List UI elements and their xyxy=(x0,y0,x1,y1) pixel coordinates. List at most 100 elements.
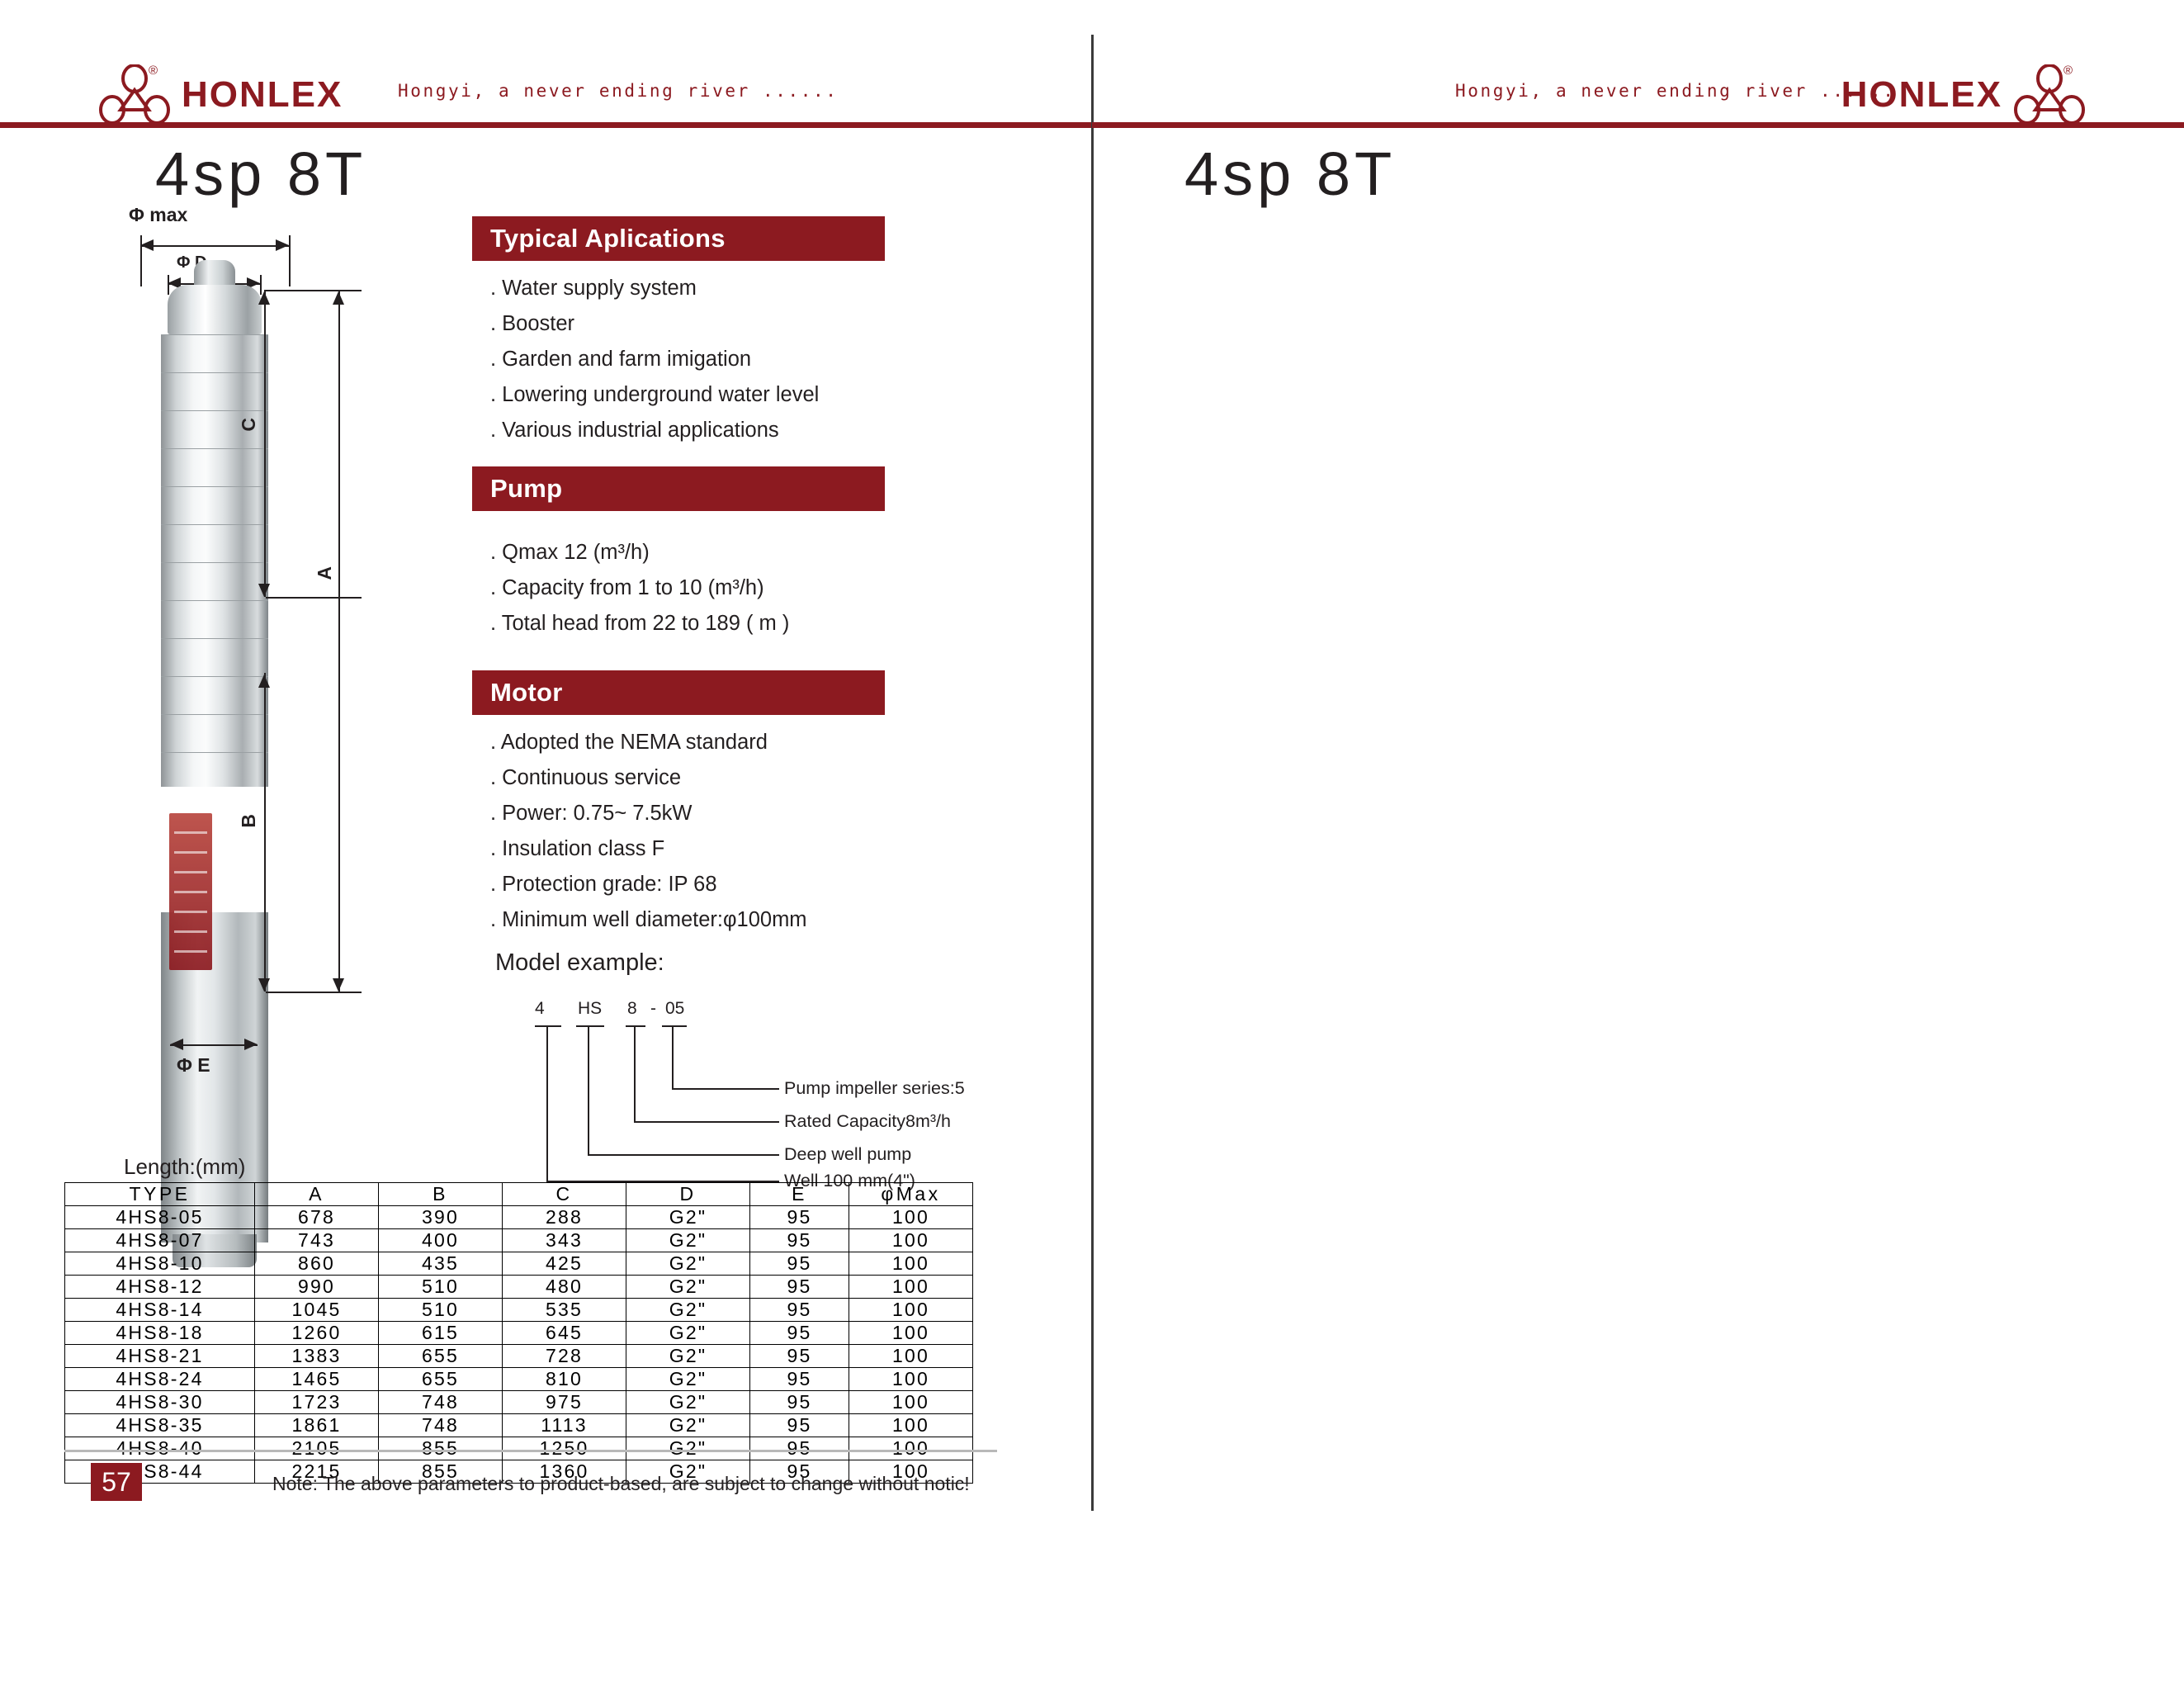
table-cell: 4HS8-12 xyxy=(64,1275,255,1299)
table-cell: 1360 xyxy=(502,1460,626,1484)
table-cell: 1260 xyxy=(254,1321,379,1345)
list-item: . Lowering underground water level xyxy=(490,383,820,406)
table-cell: 95 xyxy=(749,1460,849,1484)
pump-body-image xyxy=(161,260,268,1267)
table-cell: G2" xyxy=(626,1437,750,1460)
table-cell: 435 xyxy=(378,1252,503,1276)
list-item: . Minimum well diameter:φ100mm xyxy=(490,908,807,931)
table-cell: 860 xyxy=(254,1252,379,1276)
table-cell: G2" xyxy=(626,1413,750,1437)
c-top-ext xyxy=(266,290,362,291)
arrow-down-icon xyxy=(258,584,270,597)
arrow-left-icon xyxy=(140,239,154,251)
arrow-up-icon xyxy=(258,674,270,688)
table-cell: G2" xyxy=(626,1460,750,1484)
dim-phi-max-label: Φ max xyxy=(129,204,188,225)
table-cell: 748 xyxy=(378,1413,503,1437)
table-cell: 4HS8-40 xyxy=(64,1437,255,1460)
table-row: 4HS8-18 1260 615 645 G2" 95 100 xyxy=(64,1321,973,1345)
length-col-type: TYPE xyxy=(64,1182,255,1206)
c-dim-line xyxy=(264,290,266,597)
table-cell: 95 xyxy=(749,1344,849,1368)
brand-name: HONLEX xyxy=(1841,74,2002,115)
honlex-logo-icon: ® xyxy=(2014,64,2085,125)
header-rule-right xyxy=(1092,122,2184,128)
list-item: . Garden and farm imigation xyxy=(490,348,752,371)
tagline-left: Hongyi, a never ending river ...... xyxy=(398,81,839,101)
table-cell: 4HS8-24 xyxy=(64,1367,255,1391)
arrow-right-icon xyxy=(244,1039,258,1050)
b-bot-ext xyxy=(266,992,362,993)
footer-rule-left xyxy=(64,1450,997,1452)
table-cell: 95 xyxy=(749,1367,849,1391)
table-cell: 510 xyxy=(378,1275,503,1299)
table-cell: 480 xyxy=(502,1275,626,1299)
length-col-a: A xyxy=(254,1182,379,1206)
table-cell: 510 xyxy=(378,1298,503,1322)
table-row: 4HS8-07 743 400 343 G2" 95 100 xyxy=(64,1228,973,1252)
table-cell: 655 xyxy=(378,1367,503,1391)
table-cell: G2" xyxy=(626,1252,750,1276)
model-legend-capacity: Rated Capacity8m³/h xyxy=(784,1111,951,1131)
table-cell: 1465 xyxy=(254,1367,379,1391)
pump-cap xyxy=(168,285,262,334)
motor-list: . Adopted the NEMA standard . Continuous… xyxy=(490,725,807,938)
table-cell: 990 xyxy=(254,1275,379,1299)
table-cell: 1861 xyxy=(254,1413,379,1437)
length-col-d: D xyxy=(626,1182,750,1206)
table-cell: G2" xyxy=(626,1228,750,1252)
tagline-right: Hongyi, a never ending river ...... xyxy=(1455,81,1896,101)
arrow-right-icon xyxy=(276,239,289,251)
table-cell: 100 xyxy=(849,1228,973,1252)
list-item: . Continuous service xyxy=(490,766,682,789)
table-cell: 100 xyxy=(849,1298,973,1322)
table-cell: 95 xyxy=(749,1413,849,1437)
table-cell: 95 xyxy=(749,1252,849,1276)
length-col-e: E xyxy=(749,1182,849,1206)
list-item: . Protection grade: IP 68 xyxy=(490,873,717,896)
pump-drawing: Φ max Φ D xyxy=(91,204,437,1267)
table-row: 4HS8-10 860 435 425 G2" 95 100 xyxy=(64,1252,973,1276)
left-header: ® HONLEX Hongyi, a never ending river ..… xyxy=(0,0,1092,128)
table-cell: 655 xyxy=(378,1344,503,1368)
table-cell: 4HS8-30 xyxy=(64,1390,255,1414)
a-dim-line xyxy=(338,290,340,992)
table-cell: 810 xyxy=(502,1367,626,1391)
table-cell: 535 xyxy=(502,1298,626,1322)
arrow-up-icon xyxy=(258,291,270,305)
svg-text:®: ® xyxy=(2063,64,2073,78)
arrow-left-icon xyxy=(168,277,181,289)
table-row: 4HS8-05 678 390 288 G2" 95 100 xyxy=(64,1205,973,1229)
table-cell: 678 xyxy=(254,1205,379,1229)
model-example-diagram: 4 HS 8 - 05 Pump impeller series:5 Rated… xyxy=(495,982,1057,1190)
table-row: 4HS8-21 1383 655 728 G2" 95 100 xyxy=(64,1344,973,1368)
length-col-max: φMax xyxy=(849,1182,973,1206)
table-cell: 425 xyxy=(502,1252,626,1276)
table-cell: 855 xyxy=(378,1460,503,1484)
table-cell: 100 xyxy=(849,1252,973,1276)
c-bot-ext xyxy=(266,597,362,599)
model-code-dash: - xyxy=(650,999,656,1018)
table-cell: G2" xyxy=(626,1367,750,1391)
table-cell: 100 xyxy=(849,1413,973,1437)
section-heading-applications: Typical Aplications xyxy=(472,216,885,261)
brand-name: HONLEX xyxy=(182,74,343,115)
table-row: 4HS8-14 1045 510 535 G2" 95 100 xyxy=(64,1298,973,1322)
table-cell: 95 xyxy=(749,1205,849,1229)
table-cell: 728 xyxy=(502,1344,626,1368)
left-page: ® HONLEX Hongyi, a never ending river ..… xyxy=(0,0,1092,1545)
table-cell: 2105 xyxy=(254,1437,379,1460)
table-cell: 400 xyxy=(378,1228,503,1252)
table-cell: G2" xyxy=(626,1344,750,1368)
list-item: . Insulation class F xyxy=(490,837,665,860)
table-cell: 95 xyxy=(749,1228,849,1252)
table-cell: 100 xyxy=(849,1460,973,1484)
honlex-logo-icon: ® xyxy=(99,64,170,125)
table-cell: 4HS8-35 xyxy=(64,1413,255,1437)
table-cell: G2" xyxy=(626,1205,750,1229)
table-cell: 1383 xyxy=(254,1344,379,1368)
table-cell: 100 xyxy=(849,1390,973,1414)
header-rule-left xyxy=(0,122,1092,128)
section-heading-motor: Motor xyxy=(472,670,885,715)
